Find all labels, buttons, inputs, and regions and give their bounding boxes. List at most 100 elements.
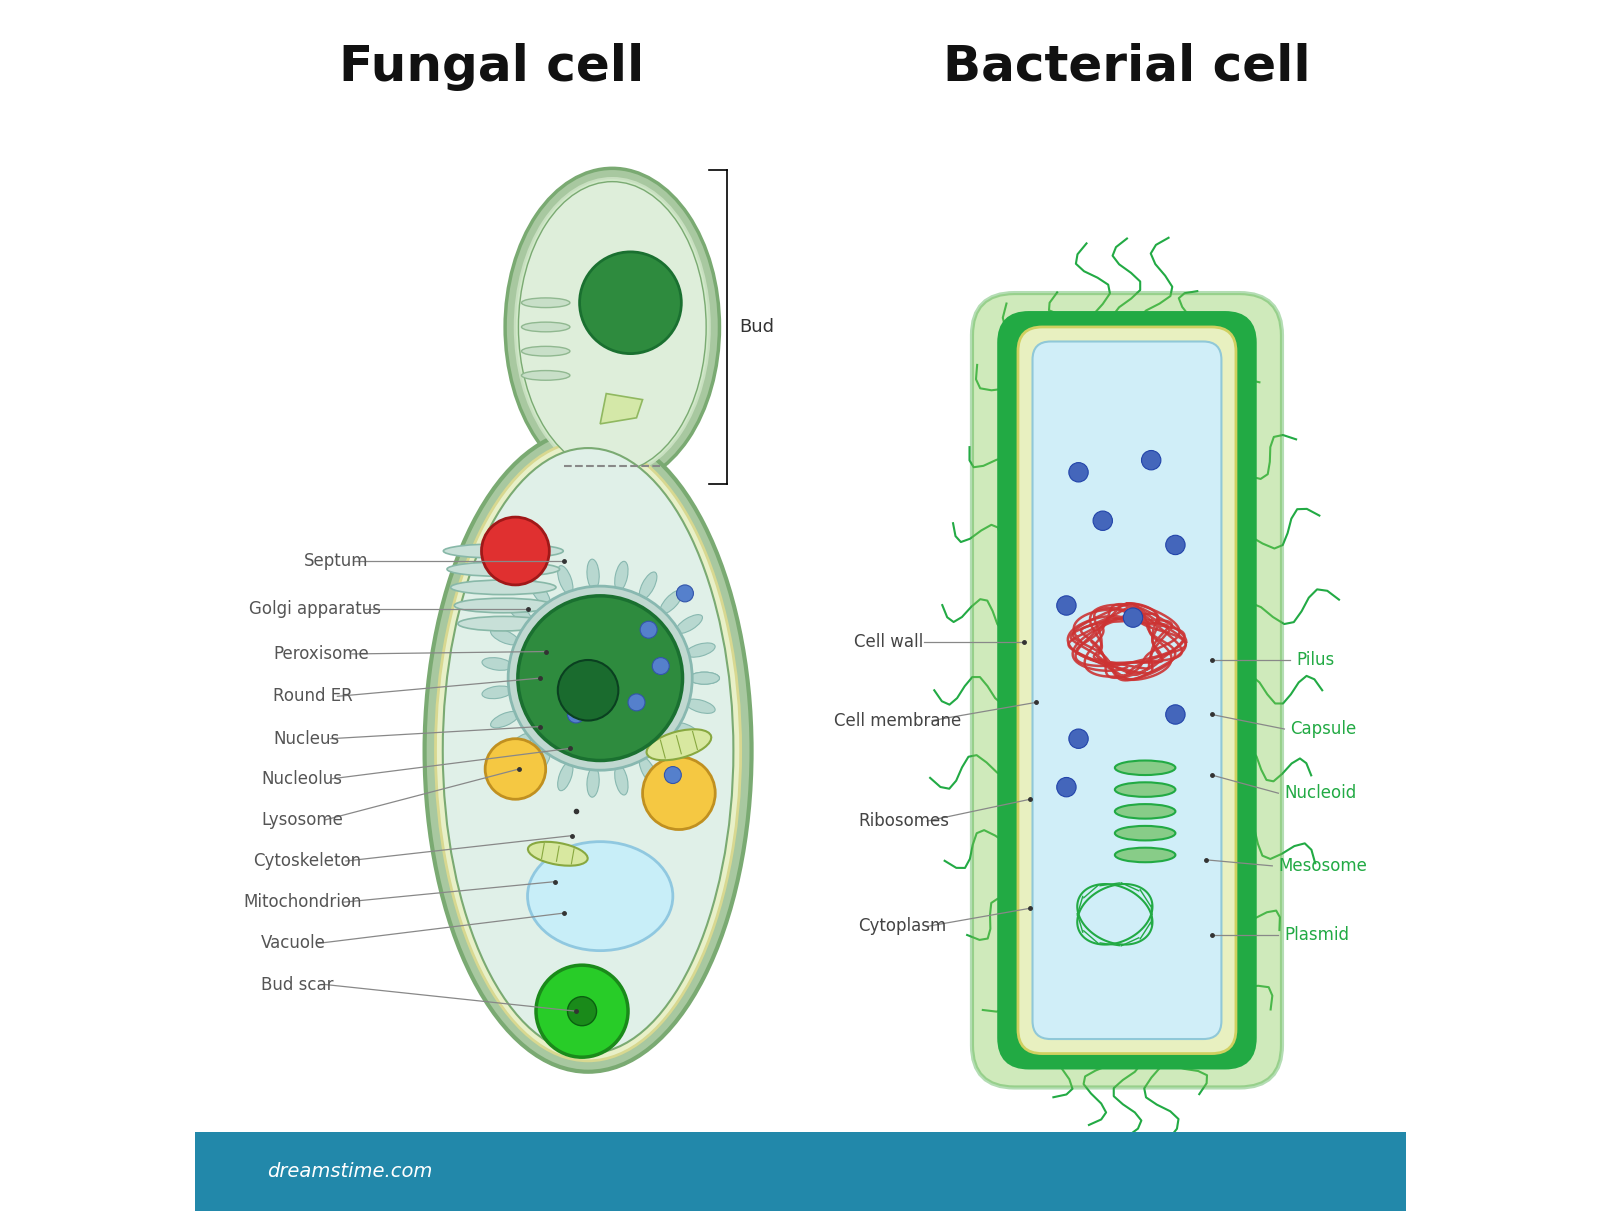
Ellipse shape bbox=[661, 590, 683, 614]
Circle shape bbox=[1123, 608, 1142, 627]
FancyBboxPatch shape bbox=[998, 312, 1256, 1068]
Text: Ribosomes: Ribosomes bbox=[858, 813, 949, 830]
Text: Plasmid: Plasmid bbox=[1285, 926, 1349, 943]
Ellipse shape bbox=[491, 711, 518, 728]
Circle shape bbox=[509, 586, 693, 770]
Ellipse shape bbox=[458, 616, 549, 631]
Circle shape bbox=[1166, 535, 1186, 555]
Text: Bacterial cell: Bacterial cell bbox=[942, 42, 1310, 91]
Circle shape bbox=[1166, 705, 1186, 724]
Ellipse shape bbox=[443, 544, 563, 558]
Ellipse shape bbox=[522, 322, 570, 332]
Circle shape bbox=[677, 585, 693, 602]
Ellipse shape bbox=[491, 629, 518, 645]
Circle shape bbox=[1056, 596, 1077, 615]
Ellipse shape bbox=[435, 441, 741, 1061]
Text: Vacuole: Vacuole bbox=[261, 935, 326, 952]
FancyBboxPatch shape bbox=[195, 1132, 1405, 1211]
Ellipse shape bbox=[530, 580, 550, 606]
Ellipse shape bbox=[690, 672, 720, 684]
Ellipse shape bbox=[506, 168, 720, 486]
Ellipse shape bbox=[515, 178, 710, 476]
Text: Mesosome: Mesosome bbox=[1278, 857, 1368, 874]
Ellipse shape bbox=[1115, 761, 1176, 775]
Text: Pilus: Pilus bbox=[1296, 652, 1334, 668]
Text: Capsule: Capsule bbox=[1291, 721, 1357, 737]
FancyBboxPatch shape bbox=[1018, 327, 1235, 1054]
Text: Round ER: Round ER bbox=[274, 688, 354, 705]
Ellipse shape bbox=[528, 842, 587, 866]
Ellipse shape bbox=[558, 762, 573, 791]
Circle shape bbox=[640, 621, 658, 638]
Text: dreamstime.com: dreamstime.com bbox=[267, 1161, 432, 1181]
Circle shape bbox=[558, 660, 618, 721]
Text: Cell wall: Cell wall bbox=[854, 633, 923, 650]
Ellipse shape bbox=[614, 765, 629, 794]
Ellipse shape bbox=[1115, 848, 1176, 862]
Ellipse shape bbox=[690, 672, 720, 684]
Text: Cell membrane: Cell membrane bbox=[834, 712, 962, 729]
Ellipse shape bbox=[507, 602, 531, 624]
Circle shape bbox=[1069, 729, 1088, 748]
Circle shape bbox=[629, 694, 645, 711]
Circle shape bbox=[518, 596, 683, 761]
Ellipse shape bbox=[587, 559, 600, 590]
Circle shape bbox=[568, 706, 584, 723]
Text: Nucleus: Nucleus bbox=[274, 730, 339, 747]
Text: Nucleoid: Nucleoid bbox=[1285, 785, 1357, 802]
Circle shape bbox=[536, 965, 629, 1057]
Text: Lysosome: Lysosome bbox=[261, 811, 342, 828]
Polygon shape bbox=[600, 394, 643, 424]
Text: Bud scar: Bud scar bbox=[261, 976, 334, 993]
Ellipse shape bbox=[522, 371, 570, 380]
Ellipse shape bbox=[614, 562, 629, 591]
Ellipse shape bbox=[675, 615, 702, 633]
Ellipse shape bbox=[646, 729, 712, 761]
Ellipse shape bbox=[587, 767, 600, 797]
Circle shape bbox=[568, 997, 597, 1026]
Text: Peroxisome: Peroxisome bbox=[274, 645, 370, 662]
Ellipse shape bbox=[518, 182, 706, 472]
Ellipse shape bbox=[482, 658, 512, 671]
Ellipse shape bbox=[507, 733, 531, 754]
Ellipse shape bbox=[451, 580, 555, 595]
Text: Bud: Bud bbox=[739, 318, 774, 335]
Ellipse shape bbox=[661, 742, 683, 767]
Ellipse shape bbox=[530, 751, 550, 776]
Ellipse shape bbox=[528, 842, 674, 951]
Text: Golgi apparatus: Golgi apparatus bbox=[250, 601, 381, 618]
Ellipse shape bbox=[1115, 782, 1176, 797]
Ellipse shape bbox=[522, 346, 570, 356]
Text: Mitochondrion: Mitochondrion bbox=[243, 894, 362, 911]
Ellipse shape bbox=[1115, 826, 1176, 840]
Circle shape bbox=[1069, 463, 1088, 482]
Circle shape bbox=[1141, 450, 1162, 470]
Ellipse shape bbox=[686, 699, 715, 713]
Text: Cytoskeleton: Cytoskeleton bbox=[253, 853, 360, 869]
Ellipse shape bbox=[424, 430, 752, 1072]
Circle shape bbox=[1093, 511, 1112, 530]
Circle shape bbox=[653, 658, 669, 675]
Text: Nucleolus: Nucleolus bbox=[261, 770, 342, 787]
Ellipse shape bbox=[482, 685, 512, 699]
Ellipse shape bbox=[454, 598, 552, 613]
Circle shape bbox=[643, 757, 715, 830]
Circle shape bbox=[579, 252, 682, 354]
Text: Septum: Septum bbox=[304, 552, 368, 569]
Ellipse shape bbox=[640, 757, 658, 785]
Ellipse shape bbox=[443, 448, 733, 1054]
Ellipse shape bbox=[522, 298, 570, 308]
Ellipse shape bbox=[686, 643, 715, 658]
Circle shape bbox=[1056, 777, 1077, 797]
Ellipse shape bbox=[1115, 804, 1176, 819]
Ellipse shape bbox=[675, 723, 702, 741]
Ellipse shape bbox=[640, 572, 658, 599]
Circle shape bbox=[482, 517, 549, 585]
Ellipse shape bbox=[446, 562, 560, 576]
Text: Cytoplasm: Cytoplasm bbox=[858, 918, 946, 935]
Circle shape bbox=[485, 739, 546, 799]
FancyBboxPatch shape bbox=[971, 293, 1282, 1087]
Ellipse shape bbox=[558, 566, 573, 595]
Circle shape bbox=[664, 767, 682, 784]
Text: Fungal cell: Fungal cell bbox=[339, 42, 643, 91]
